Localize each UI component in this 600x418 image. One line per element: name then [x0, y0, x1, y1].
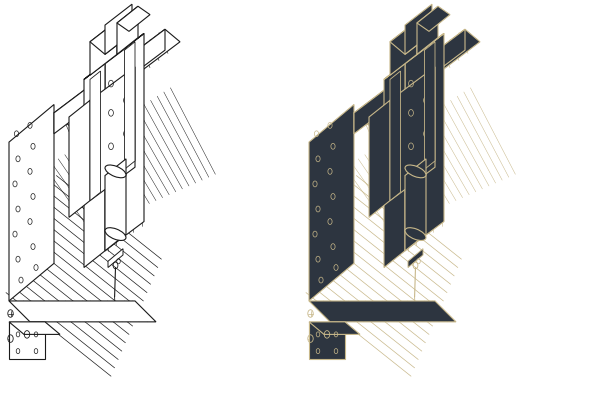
Polygon shape	[105, 4, 132, 54]
Polygon shape	[405, 159, 426, 251]
Polygon shape	[84, 33, 144, 79]
Polygon shape	[390, 21, 417, 75]
Polygon shape	[105, 159, 126, 251]
Polygon shape	[108, 249, 123, 268]
Polygon shape	[54, 29, 165, 134]
Polygon shape	[425, 42, 435, 169]
Polygon shape	[384, 33, 444, 79]
Polygon shape	[309, 301, 456, 322]
Polygon shape	[417, 6, 450, 31]
Polygon shape	[390, 67, 435, 201]
Polygon shape	[384, 63, 405, 268]
Polygon shape	[405, 33, 444, 251]
Polygon shape	[369, 100, 390, 217]
Polygon shape	[309, 322, 330, 343]
Polygon shape	[84, 63, 105, 268]
Polygon shape	[309, 322, 345, 359]
Polygon shape	[354, 29, 480, 125]
Polygon shape	[390, 71, 401, 201]
Polygon shape	[54, 29, 180, 125]
Polygon shape	[9, 322, 45, 359]
Polygon shape	[354, 29, 465, 134]
Polygon shape	[417, 6, 438, 54]
Polygon shape	[309, 322, 360, 334]
Ellipse shape	[405, 165, 426, 178]
Polygon shape	[90, 67, 135, 201]
Ellipse shape	[105, 165, 126, 178]
Polygon shape	[309, 104, 354, 301]
Polygon shape	[390, 21, 432, 54]
Polygon shape	[9, 104, 54, 301]
Polygon shape	[125, 42, 135, 169]
Polygon shape	[405, 4, 432, 54]
Polygon shape	[9, 322, 30, 343]
Polygon shape	[9, 301, 156, 322]
Ellipse shape	[105, 228, 126, 240]
Polygon shape	[90, 71, 101, 201]
Polygon shape	[90, 21, 117, 75]
Polygon shape	[105, 33, 144, 251]
Polygon shape	[408, 249, 423, 268]
Polygon shape	[90, 21, 132, 54]
Ellipse shape	[405, 228, 426, 240]
Polygon shape	[9, 322, 60, 334]
Polygon shape	[117, 6, 138, 54]
Polygon shape	[69, 100, 90, 217]
Polygon shape	[117, 6, 150, 31]
